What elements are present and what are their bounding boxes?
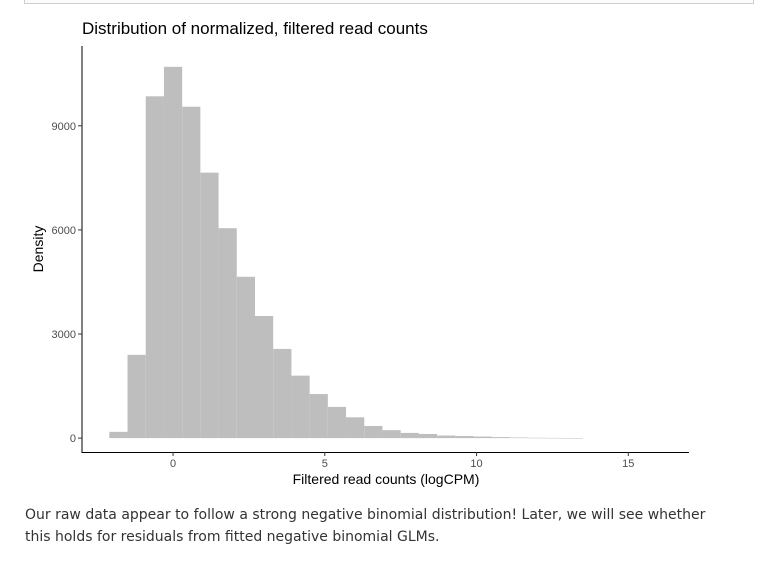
x-axis-ticks: 0 5 10 15 <box>170 452 634 470</box>
histogram-bar-0 <box>109 431 128 439</box>
histogram-bar-22 <box>509 437 529 439</box>
histogram-bar-21 <box>491 437 510 439</box>
histogram-bar-8 <box>254 315 274 439</box>
histogram-bar-24 <box>546 437 565 439</box>
histogram-bar-5 <box>200 172 219 439</box>
top-frame-edge <box>24 0 754 4</box>
y-tick-label-0: 0 <box>70 433 76 445</box>
histogram-bar-12 <box>327 406 347 439</box>
histogram-bar-14 <box>364 425 383 439</box>
histogram-bar-1 <box>127 354 146 439</box>
y-tick-label-3000: 3000 <box>52 329 76 341</box>
histogram-bar-20 <box>473 436 492 439</box>
histogram-bar-10 <box>291 375 310 439</box>
histogram-bar-13 <box>346 417 365 439</box>
histogram-bar-15 <box>382 430 401 439</box>
y-axis-ticks: 0 3000 6000 9000 <box>52 121 82 445</box>
histogram-bars <box>109 66 583 439</box>
histogram-bar-9 <box>273 348 292 439</box>
x-axis-title: Filtered read counts (logCPM) <box>293 471 480 487</box>
histogram-bar-23 <box>528 437 547 439</box>
x-tick-label-0: 0 <box>170 458 176 470</box>
histogram-bar-19 <box>455 436 474 439</box>
chart-title: Distribution of normalized, filtered rea… <box>82 19 428 38</box>
histogram-bar-2 <box>145 96 164 439</box>
y-tick-label-9000: 9000 <box>52 121 76 133</box>
histogram-chart: Distribution of normalized, filtered rea… <box>30 19 689 487</box>
histogram-bar-18 <box>437 435 456 439</box>
x-tick-label-15: 15 <box>622 458 634 470</box>
histogram-bar-6 <box>218 228 237 439</box>
histogram-bar-4 <box>182 106 201 439</box>
y-axis-title: Density <box>30 226 46 273</box>
x-tick-label-10: 10 <box>470 458 482 470</box>
histogram-bar-3 <box>163 66 183 439</box>
x-tick-label-5: 5 <box>322 458 328 470</box>
caption-text: Our raw data appear to follow a strong n… <box>25 507 706 545</box>
histogram-bar-17 <box>418 433 438 439</box>
histogram-bar-16 <box>400 432 419 439</box>
histogram-bar-11 <box>309 394 328 439</box>
histogram-bar-25 <box>564 438 583 439</box>
histogram-bar-7 <box>236 276 255 439</box>
y-tick-label-6000: 6000 <box>52 225 76 237</box>
